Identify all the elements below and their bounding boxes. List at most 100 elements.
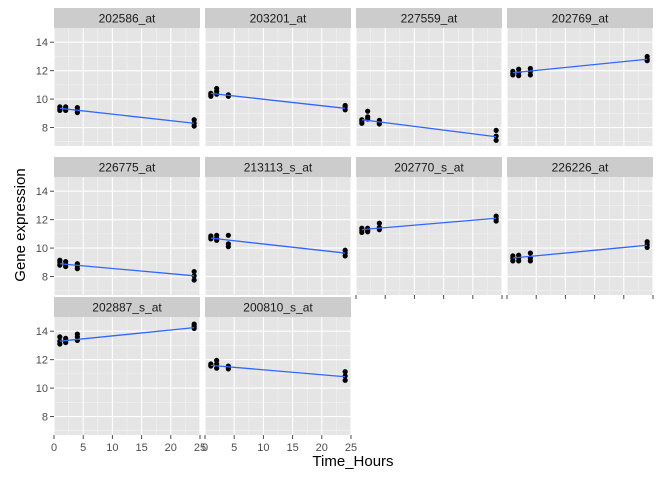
- data-point: [191, 277, 197, 283]
- x-axis-title: Time_Hours: [312, 453, 393, 470]
- data-point: [214, 365, 220, 371]
- data-point: [376, 220, 382, 226]
- y-tick-label: 12: [36, 215, 48, 227]
- facet-label: 202770_s_at: [394, 161, 464, 175]
- facet-label: 213113_s_at: [244, 161, 313, 175]
- data-point: [527, 72, 533, 78]
- y-tick-label: 12: [36, 355, 48, 367]
- x-tick-label: 20: [316, 442, 328, 454]
- x-tick-label: 20: [165, 442, 177, 454]
- regression-line: [210, 364, 346, 378]
- data-point: [74, 109, 80, 116]
- y-tick-label: 14: [36, 37, 48, 49]
- data-point: [493, 218, 499, 224]
- data-point: [644, 244, 650, 250]
- data-point: [57, 341, 63, 347]
- facet-label: 226775_at: [99, 161, 156, 175]
- regression-line: [361, 217, 497, 231]
- facet-strip: [54, 157, 200, 177]
- data-point: [63, 263, 69, 270]
- x-tick-label: 5: [80, 442, 86, 454]
- y-tick-label: 14: [36, 186, 48, 198]
- data-point: [365, 229, 371, 235]
- data-point: [208, 236, 214, 242]
- data-point: [208, 363, 214, 369]
- facet-panel: 200810_s_at: [204, 297, 352, 435]
- data-point: [493, 133, 499, 139]
- data-point: [342, 369, 348, 375]
- y-tick-label: 14: [36, 326, 48, 338]
- facet-panel: 213113_s_at: [204, 157, 352, 295]
- data-point: [527, 258, 533, 264]
- facet-panel: 202770_s_at: [355, 157, 503, 295]
- data-point: [493, 137, 499, 143]
- data-point: [225, 232, 231, 238]
- data-point: [342, 253, 348, 259]
- y-tick-label: 8: [42, 272, 48, 284]
- facet-label: 226226_at: [552, 161, 609, 175]
- facet-strip: [205, 8, 351, 28]
- x-tick-label: 25: [345, 442, 357, 454]
- x-tick-label: 10: [106, 442, 118, 454]
- data-point: [510, 258, 516, 264]
- data-point: [208, 93, 214, 99]
- data-point: [74, 266, 80, 272]
- regression-line: [512, 244, 648, 259]
- facet-strip: [54, 8, 200, 28]
- x-tick-label: 0: [202, 442, 208, 454]
- data-point: [225, 244, 231, 250]
- data-point: [57, 334, 63, 340]
- x-tick-label: 10: [257, 442, 269, 454]
- facet-panel: 226775_at: [53, 157, 201, 295]
- y-axis-title: Gene expression: [12, 168, 29, 281]
- data-point: [74, 334, 80, 340]
- facet-panel: 226226_at: [506, 157, 654, 295]
- data-point: [57, 107, 63, 114]
- data-point: [359, 229, 365, 236]
- facet-panel: 202887_s_at: [53, 297, 201, 435]
- x-tick-label: 5: [231, 442, 237, 454]
- facet-strip: [54, 297, 200, 317]
- x-tick-label: 15: [135, 442, 147, 454]
- data-point: [516, 258, 522, 264]
- facet-label: 202769_at: [552, 12, 609, 26]
- facet-strip: [356, 8, 502, 28]
- y-tick-label: 8: [42, 412, 48, 424]
- data-point: [214, 357, 220, 363]
- facet-label: 200810_s_at: [243, 301, 313, 315]
- data-point: [359, 120, 365, 126]
- x-tick-label: 25: [194, 442, 206, 454]
- regression-line: [210, 92, 346, 109]
- data-point: [493, 127, 499, 133]
- data-point: [510, 72, 516, 78]
- y-tick-label: 10: [36, 94, 48, 106]
- regression-line: [210, 237, 346, 254]
- panels: 202586_at 203201_at 227559_at 202769_at 2267…: [53, 8, 654, 435]
- facet-strip: [205, 157, 351, 177]
- facet-strip: [356, 157, 502, 177]
- data-point: [191, 268, 197, 275]
- data-point: [527, 250, 533, 256]
- data-point: [225, 93, 231, 99]
- facet-strip: [205, 297, 351, 317]
- data-point: [191, 123, 197, 129]
- data-point: [365, 108, 371, 114]
- regression-line: [59, 107, 195, 124]
- x-tick-label: 15: [286, 442, 298, 454]
- y-tick-label: 8: [42, 123, 48, 135]
- regression-line: [59, 263, 195, 277]
- data-point: [342, 373, 348, 379]
- facet-label: 202586_at: [99, 12, 156, 26]
- facet-strip: [507, 157, 653, 177]
- data-point: [191, 325, 197, 331]
- facet-strip: [507, 8, 653, 28]
- facet-label: 202887_s_at: [92, 301, 162, 315]
- data-point: [516, 73, 522, 79]
- data-point: [191, 117, 197, 123]
- facet-panel: 227559_at: [355, 8, 503, 146]
- data-point: [516, 66, 522, 72]
- y-tick-label: 12: [36, 66, 48, 78]
- x-tick-label: 0: [51, 442, 57, 454]
